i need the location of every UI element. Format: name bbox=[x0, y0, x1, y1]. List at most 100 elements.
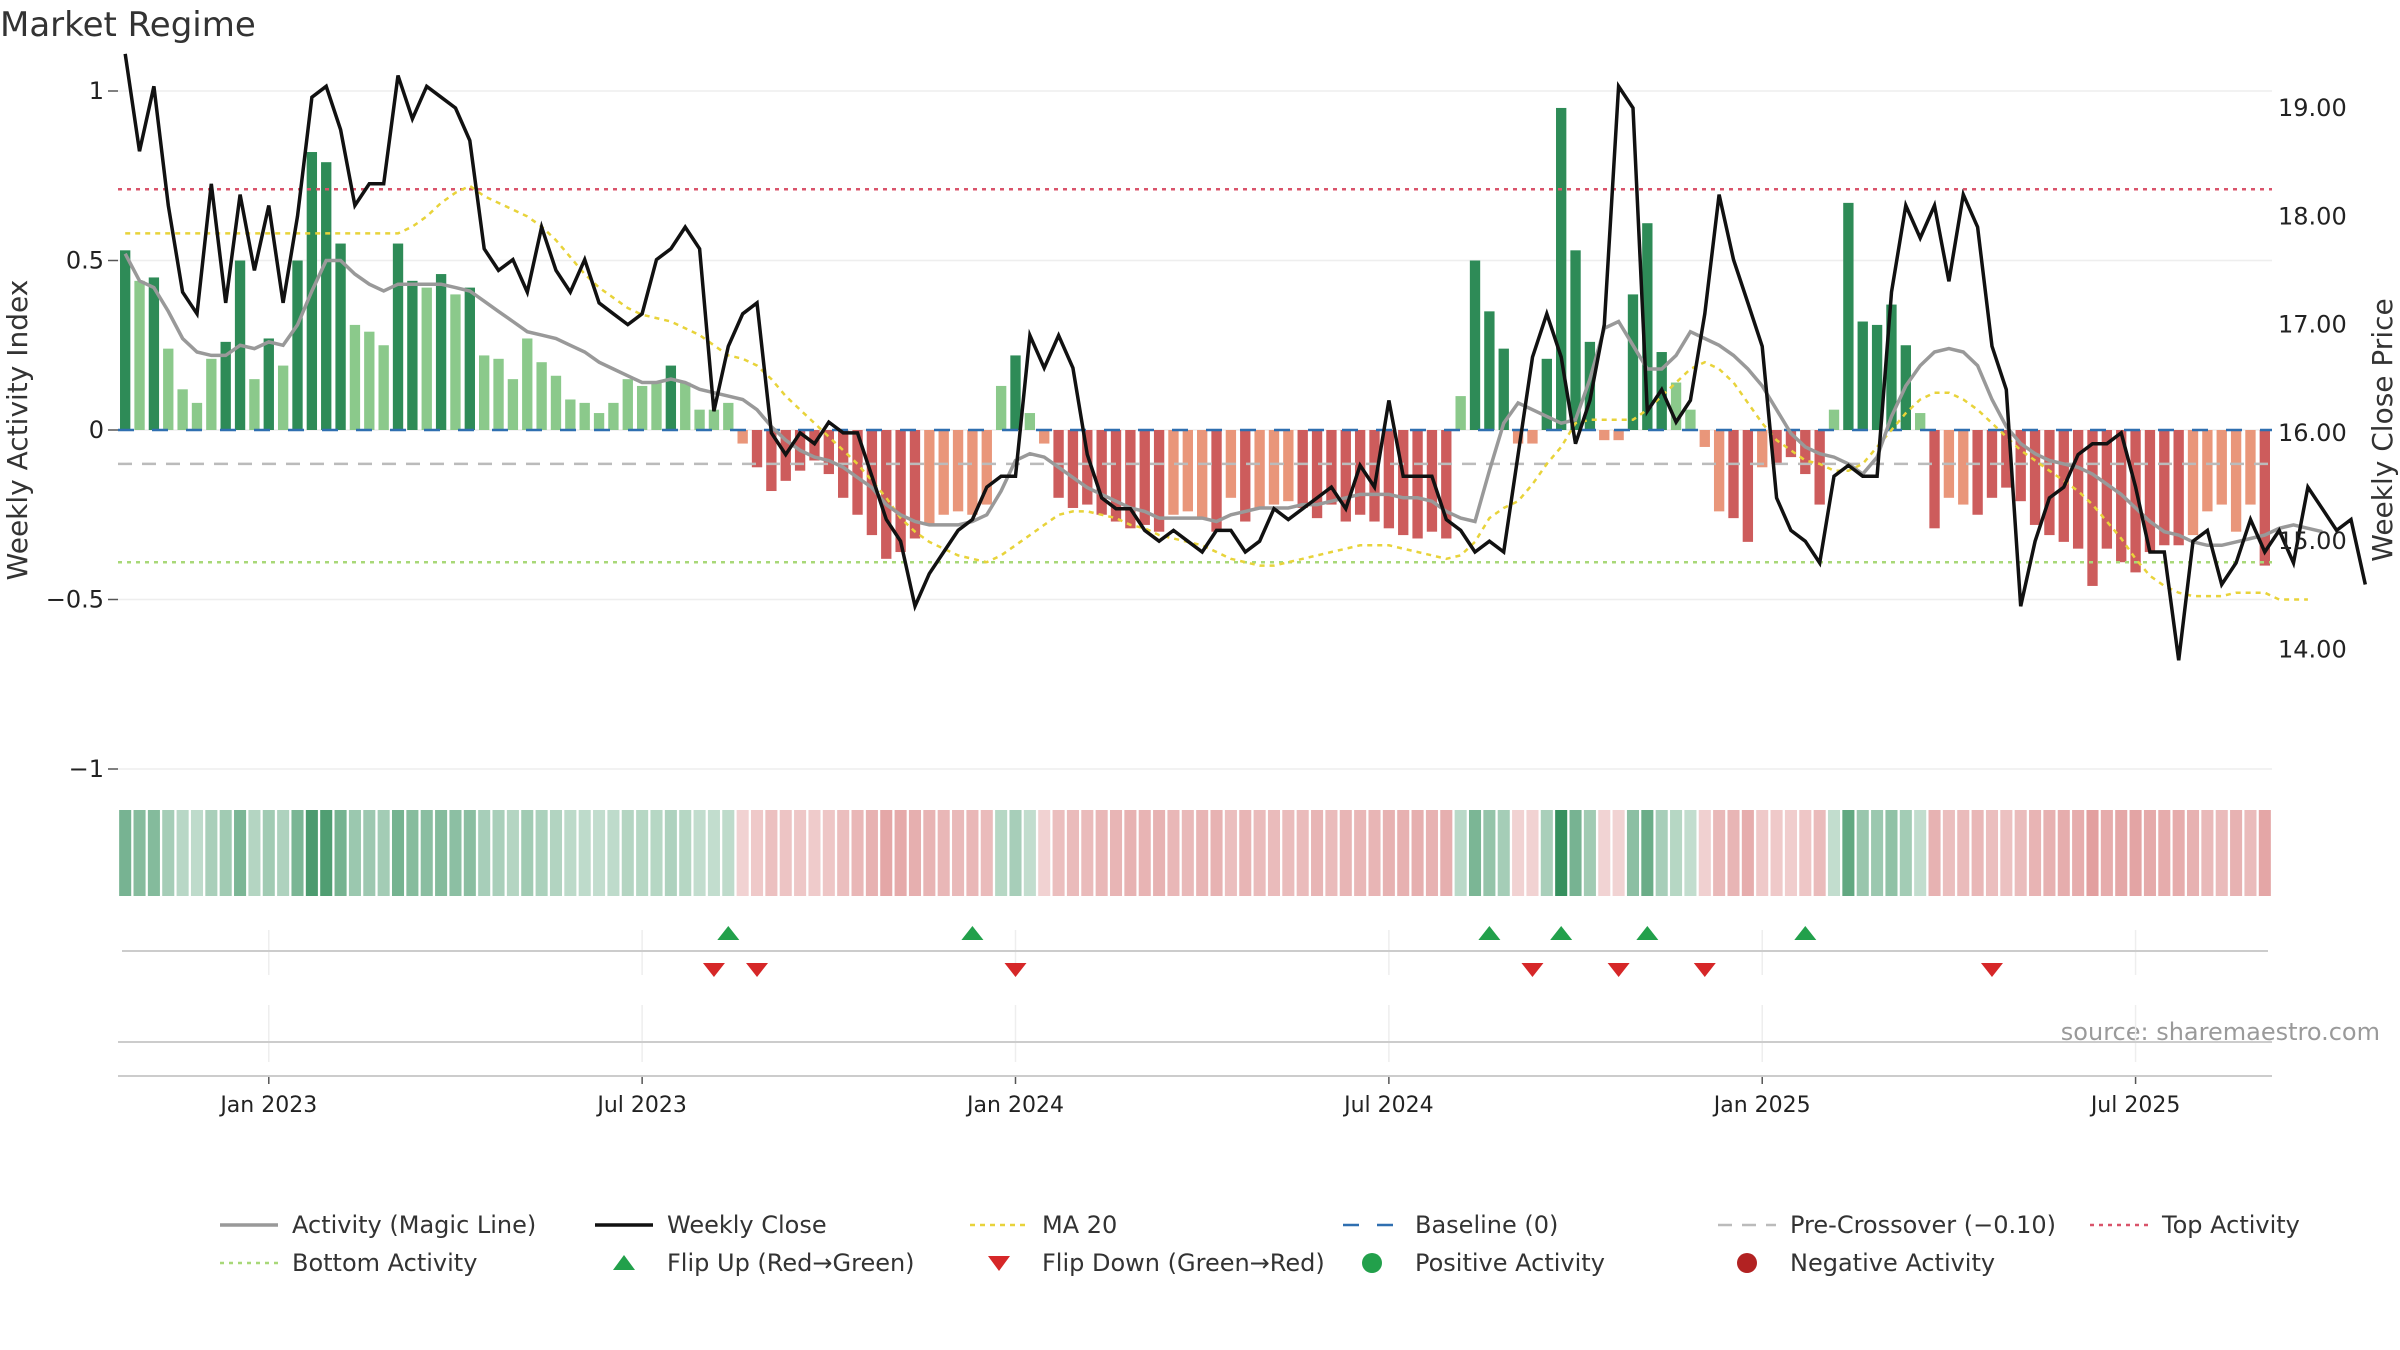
activity-bar bbox=[2072, 430, 2084, 549]
activity-bar bbox=[1412, 430, 1423, 539]
heat-cell bbox=[2201, 810, 2214, 896]
activity-bar bbox=[866, 430, 878, 536]
activity-bar bbox=[1398, 430, 1409, 536]
activity-bar bbox=[1139, 430, 1150, 525]
legend-label: Weekly Close bbox=[667, 1211, 827, 1239]
heat-cell bbox=[1942, 810, 1955, 896]
heat-cell bbox=[1727, 810, 1740, 896]
heat-cell bbox=[693, 810, 706, 896]
heat-cell bbox=[147, 810, 160, 896]
heat-cell bbox=[1741, 810, 1754, 896]
activity-bar bbox=[522, 338, 533, 430]
heat-cell bbox=[2000, 810, 2013, 896]
reference-lines bbox=[118, 188, 2272, 564]
tick-label-left: 0.5 bbox=[66, 247, 104, 275]
heat-cell bbox=[363, 810, 376, 896]
heat-cell bbox=[1253, 810, 1266, 896]
heat-cell bbox=[334, 810, 347, 896]
heat-cell bbox=[2230, 810, 2243, 896]
heat-cell bbox=[1799, 810, 1812, 896]
legend-label: Bottom Activity bbox=[292, 1249, 477, 1277]
legend-label: Top Activity bbox=[2161, 1211, 2300, 1239]
activity-bar bbox=[1197, 430, 1208, 519]
heat-cell bbox=[822, 810, 835, 896]
heat-cell bbox=[1138, 810, 1151, 896]
legend-label: Positive Activity bbox=[1415, 1249, 1605, 1277]
flip-down-marker bbox=[1521, 963, 1544, 977]
heat-cell bbox=[952, 810, 965, 896]
heat-cell bbox=[894, 810, 907, 896]
activity-bar bbox=[1627, 294, 1639, 430]
activity-bar bbox=[2173, 430, 2184, 546]
heat-cell bbox=[1713, 810, 1726, 896]
heat-cell bbox=[1555, 810, 1568, 896]
activity-bar bbox=[852, 430, 863, 515]
activity-bar bbox=[493, 358, 504, 430]
heat-cell bbox=[119, 810, 132, 896]
heat-cell bbox=[133, 810, 146, 896]
activity-bar bbox=[895, 430, 906, 553]
activity-bar bbox=[364, 331, 375, 430]
activity-bar bbox=[1541, 358, 1552, 430]
heat-cell bbox=[1109, 810, 1123, 896]
activity-bar bbox=[1728, 430, 1739, 519]
heat-cell bbox=[190, 810, 204, 896]
tick-label-x: Jan 2023 bbox=[218, 1093, 317, 1118]
heat-cell bbox=[593, 810, 606, 896]
activity-bar bbox=[479, 355, 490, 430]
activity-bar bbox=[2144, 430, 2156, 553]
heat-cell bbox=[908, 810, 922, 896]
heat-cell bbox=[1698, 810, 1711, 896]
heat-cell bbox=[1583, 810, 1596, 896]
heat-cell bbox=[1354, 810, 1367, 896]
heat-cell bbox=[2029, 810, 2042, 896]
tick-label-left: 0 bbox=[89, 416, 104, 444]
activity-bar bbox=[881, 430, 892, 559]
activity-bar bbox=[967, 430, 978, 515]
activity-bar bbox=[2029, 430, 2041, 525]
legend-label: Pre-Crossover (−0.10) bbox=[1790, 1211, 2056, 1239]
heat-cell bbox=[1928, 810, 1941, 896]
legend-label: Activity (Magic Line) bbox=[292, 1211, 536, 1239]
heat-cell bbox=[794, 810, 807, 896]
flip-down-marker bbox=[1004, 963, 1027, 977]
flip-down-marker bbox=[746, 963, 769, 977]
legend-label: Flip Down (Green→Red) bbox=[1042, 1249, 1325, 1277]
activity-bar bbox=[2230, 430, 2242, 532]
activity-bar bbox=[1082, 430, 1093, 505]
heat-cell bbox=[1066, 810, 1079, 896]
activity-bar bbox=[378, 345, 389, 430]
activity-bar bbox=[1800, 430, 1811, 475]
tick-label-right: 16.00 bbox=[2278, 419, 2347, 447]
heat-cell bbox=[1167, 810, 1180, 896]
activity-bar bbox=[335, 243, 346, 430]
activity-bar bbox=[1670, 382, 1682, 430]
legend-label: Flip Up (Red→Green) bbox=[667, 1249, 915, 1277]
activity-bar bbox=[1828, 409, 1840, 430]
activity-bar bbox=[321, 162, 332, 430]
flip-up-marker bbox=[1636, 926, 1659, 940]
heat-cell bbox=[2129, 810, 2142, 896]
heat-cell bbox=[1196, 810, 1209, 896]
activity-bar bbox=[1642, 223, 1653, 430]
magic-line bbox=[123, 252, 2323, 548]
heat-cell bbox=[1540, 810, 1553, 896]
heat-cell bbox=[1210, 810, 1223, 896]
heat-cell bbox=[765, 810, 778, 896]
activity-bar bbox=[2259, 430, 2270, 566]
y-left-label: Weekly Activity Index bbox=[1, 280, 34, 581]
heat-cell bbox=[1655, 810, 1668, 896]
tick-label-right: 15.00 bbox=[2278, 527, 2347, 555]
activity-bar bbox=[550, 375, 562, 430]
heat-cell bbox=[2072, 810, 2085, 896]
heat-cell bbox=[262, 810, 275, 896]
activity-bar bbox=[206, 358, 217, 430]
activity-bar bbox=[1613, 430, 1624, 441]
activity-bar bbox=[680, 382, 691, 430]
activity-bar bbox=[593, 413, 605, 430]
heat-cell bbox=[234, 810, 247, 896]
heat-cell bbox=[750, 810, 764, 896]
activity-bar bbox=[1469, 260, 1481, 430]
activity-bar bbox=[148, 277, 160, 430]
activity-bar bbox=[407, 280, 418, 430]
